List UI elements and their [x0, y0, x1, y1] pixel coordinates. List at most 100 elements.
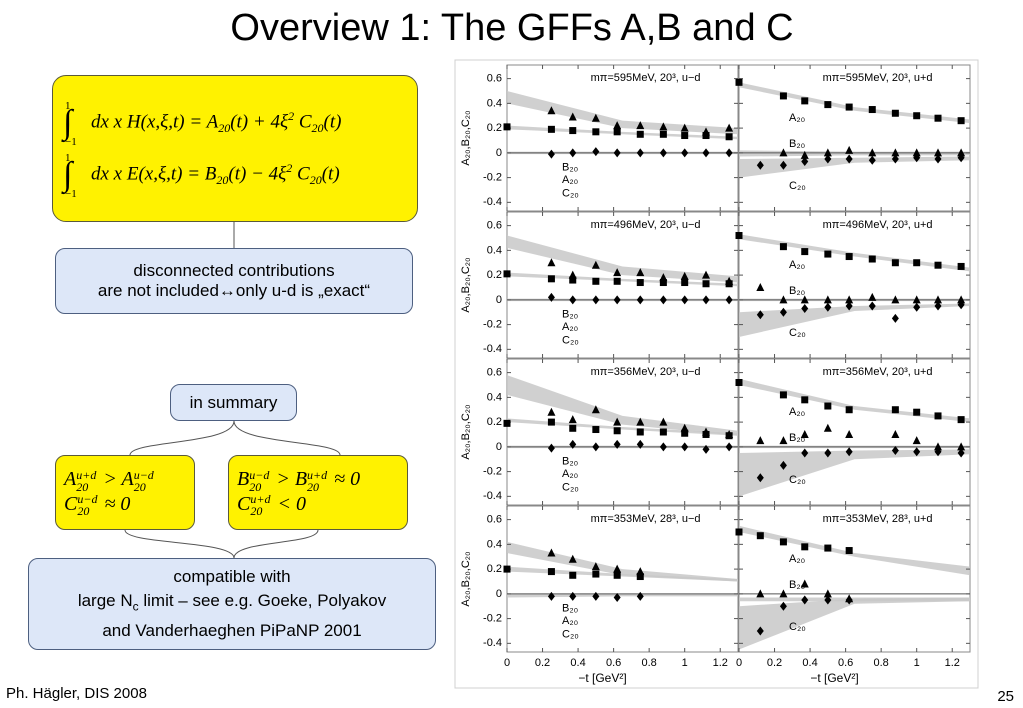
error-band [739, 525, 970, 576]
data-point [800, 429, 809, 438]
data-point [547, 443, 555, 453]
x-tick-label: 0.8 [642, 657, 657, 669]
integral-lower: −1 [65, 187, 77, 200]
text-line: disconnected contributions [133, 261, 334, 281]
data-point [659, 279, 667, 287]
data-point [636, 130, 644, 138]
data-point [824, 302, 832, 312]
text-run: (t) + 4ξ [230, 110, 289, 132]
text-run: C [294, 110, 312, 132]
text-run: (t) [323, 110, 342, 132]
panel-title: mπ=595MeV, 20³, u−d [591, 72, 701, 84]
data-point [568, 554, 577, 563]
data-point [636, 279, 644, 287]
text-run: dx x E(x,ξ,t) = B [91, 162, 217, 184]
data-point [891, 406, 899, 414]
text-run: disconnected contributions [133, 261, 335, 280]
text-run: (t) [321, 162, 340, 184]
y-tick-label: 0.6 [487, 367, 502, 379]
integral-upper: 1 [65, 151, 71, 164]
data-point [569, 276, 577, 284]
data-point [934, 148, 943, 157]
panel-title: mπ=595MeV, 20³, u+d [823, 72, 933, 84]
data-point [934, 412, 942, 420]
data-point [913, 302, 921, 312]
brace-bottom [124, 529, 319, 559]
data-point [636, 268, 645, 277]
data-point [845, 595, 853, 605]
superscript: u−d [249, 467, 270, 482]
data-point [569, 591, 577, 601]
panel-title: mπ=496MeV, 20³, u−d [591, 219, 701, 231]
data-point [547, 292, 555, 302]
index-stack: u−d 20 [77, 493, 97, 517]
text-run: C [292, 162, 310, 184]
data-point [823, 295, 832, 304]
data-point [503, 270, 511, 278]
data-point [824, 250, 832, 258]
data-point [613, 439, 621, 449]
integral-upper: 1 [65, 99, 71, 112]
series-label: A₂₀ [562, 468, 578, 480]
data-point [592, 295, 600, 305]
y-tick-label: -0.4 [483, 637, 502, 649]
data-point [824, 595, 832, 605]
data-point [957, 448, 965, 458]
superscript: u+d [76, 467, 97, 482]
data-point [725, 123, 734, 132]
error-band [739, 150, 970, 157]
data-point [957, 153, 965, 163]
data-point [659, 130, 667, 138]
data-point [868, 255, 876, 263]
data-point [568, 415, 577, 424]
data-point [636, 573, 644, 581]
data-point [702, 270, 711, 279]
data-point [503, 123, 511, 131]
text-run: dx x H(x,ξ,t) = A [91, 110, 219, 132]
data-point [613, 295, 621, 305]
data-point [591, 260, 600, 269]
data-point [725, 133, 733, 141]
data-point [824, 402, 832, 410]
data-point [613, 564, 622, 573]
data-point [613, 268, 622, 277]
y-axis-label: A₂₀,B₂₀,C₂₀ [460, 257, 472, 312]
subscript: 20 [311, 120, 324, 135]
note-box: disconnected contributions are not includ… [55, 248, 413, 314]
y-tick-label: -0.2 [483, 612, 502, 624]
data-point [735, 379, 743, 387]
data-point [569, 127, 577, 135]
data-point [913, 153, 921, 163]
y-axis-label: A₂₀,B₂₀,C₂₀ [460, 110, 472, 165]
error-band [739, 378, 970, 423]
subscript: 20 [307, 479, 320, 494]
data-point [868, 301, 876, 311]
data-point [957, 300, 965, 310]
data-point [912, 148, 921, 157]
series-label: A₂₀ [789, 259, 805, 271]
data-point [592, 442, 600, 452]
integral-sign: ∫ [63, 155, 73, 193]
data-point [891, 109, 899, 117]
panel-title: mπ=356MeV, 20³, u−d [591, 366, 701, 378]
series-label: C₂₀ [562, 482, 579, 494]
y-tick-label: 0.4 [487, 538, 502, 550]
y-tick-label: 0.6 [487, 73, 502, 85]
text-line: are not included↔only u-d is „exact“ [98, 281, 370, 301]
series-label: A₂₀ [789, 406, 805, 418]
data-point [547, 106, 556, 115]
data-point [569, 424, 577, 432]
error-band [739, 597, 970, 650]
data-point [659, 148, 667, 158]
data-point [681, 429, 689, 437]
y-tick-label: 0.2 [487, 416, 502, 428]
x-axis-label: −t [GeV²] [578, 671, 626, 685]
series-label: C₂₀ [789, 474, 806, 486]
data-point [934, 114, 942, 122]
data-point [613, 277, 621, 285]
data-point [636, 417, 645, 426]
series-label: C₂₀ [562, 335, 579, 347]
